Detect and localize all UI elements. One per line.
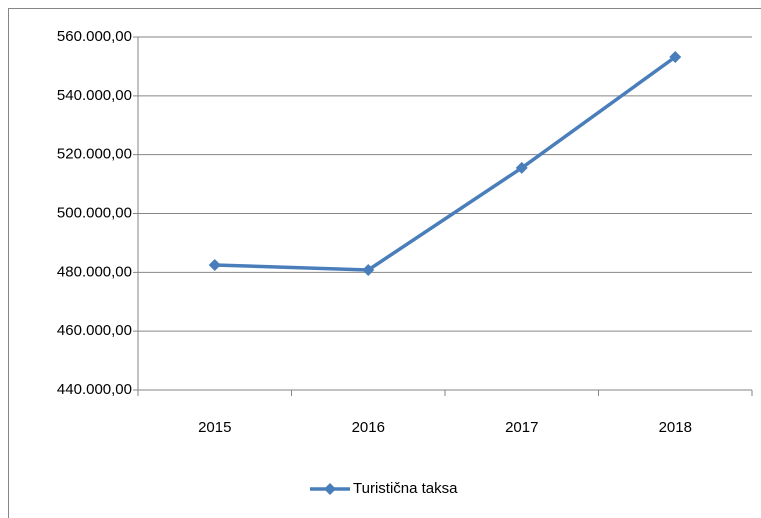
y-tick-label: 440.000,00 xyxy=(57,381,132,398)
y-tick-label: 540.000,00 xyxy=(57,87,132,104)
y-tick-label: 560.000,00 xyxy=(57,28,132,45)
point-marker xyxy=(362,263,375,276)
series-line xyxy=(214,55,677,272)
x-tick-label: 2016 xyxy=(352,419,385,436)
x-tick-label: 2015 xyxy=(198,419,231,436)
point-marker xyxy=(208,258,221,271)
y-tick-label: 480.000,00 xyxy=(57,263,132,280)
point-marker xyxy=(669,51,682,64)
chart-frame xyxy=(8,8,761,518)
y-tick-label: 460.000,00 xyxy=(57,322,132,339)
legend-label: Turistična taksa xyxy=(353,480,458,497)
x-tick-label: 2018 xyxy=(659,419,692,436)
x-tick-label: 2017 xyxy=(505,419,538,436)
legend-marker xyxy=(324,483,336,495)
point-marker xyxy=(515,161,528,174)
y-tick-label: 520.000,00 xyxy=(57,146,132,163)
y-tick-label: 500.000,00 xyxy=(57,204,132,221)
